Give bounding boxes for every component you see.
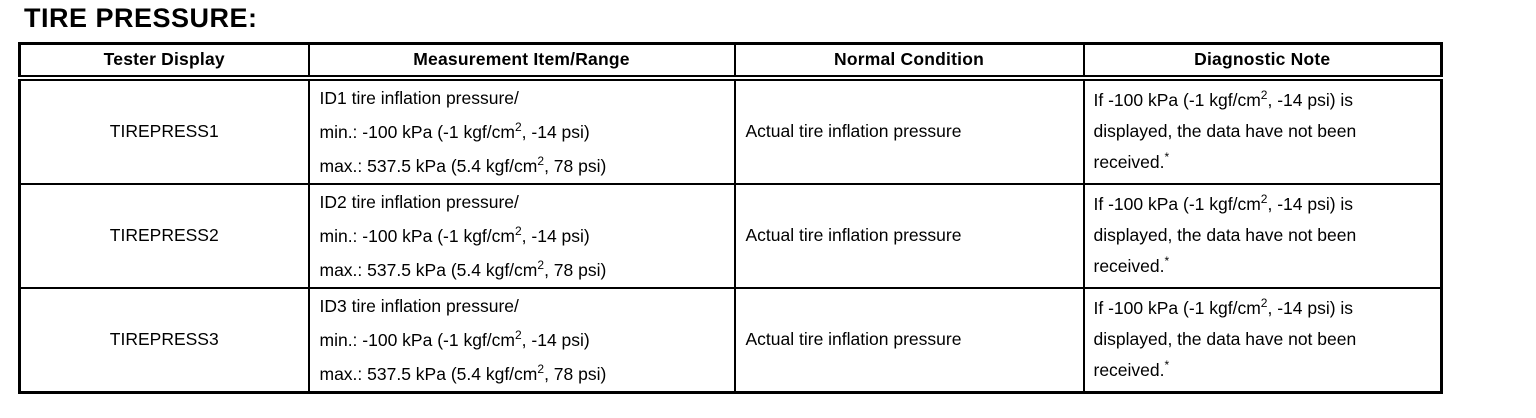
- tire-pressure-table: Tester Display Measurement Item/Range No…: [18, 42, 1443, 394]
- cell-diagnostic-note: If -100 kPa (-1 kgf/cm2, -14 psi) is dis…: [1082, 286, 1443, 393]
- measurement-line: min.: -100 kPa (-1 kgf/cm2, -14 psi): [319, 223, 590, 246]
- cell-tester-display: TIREPRESS2: [18, 182, 310, 289]
- col-header-measurement-item-range: Measurement Item/Range: [307, 42, 736, 81]
- measurement-line: ID3 tire inflation pressure/: [319, 295, 519, 316]
- table-row-tirepress3: TIREPRESS3 ID3 tire inflation pressure/ …: [18, 286, 1443, 393]
- measurement-line: ID2 tire inflation pressure/: [319, 191, 519, 212]
- table-row-tirepress2: TIREPRESS2 ID2 tire inflation pressure/ …: [18, 182, 1443, 289]
- measurement-line: min.: -100 kPa (-1 kgf/cm2, -14 psi): [319, 327, 590, 350]
- cell-measurement-item-range: ID2 tire inflation pressure/ min.: -100 …: [307, 182, 736, 289]
- cell-measurement-item-range: ID1 tire inflation pressure/ min.: -100 …: [307, 76, 736, 185]
- header-row: Tester Display Measurement Item/Range No…: [18, 42, 1443, 81]
- measurement-line: max.: 537.5 kPa (5.4 kgf/cm2, 78 psi): [319, 153, 607, 176]
- measurement-line: ID1 tire inflation pressure/: [319, 87, 519, 108]
- measurement-line: min.: -100 kPa (-1 kgf/cm2, -14 psi): [319, 119, 590, 142]
- measurement-line: max.: 537.5 kPa (5.4 kgf/cm2, 78 psi): [319, 257, 607, 280]
- cell-normal-condition: Actual tire inflation pressure: [733, 286, 1085, 393]
- cell-tester-display: TIREPRESS3: [18, 286, 310, 393]
- cell-normal-condition: Actual tire inflation pressure: [733, 182, 1085, 289]
- cell-diagnostic-note: If -100 kPa (-1 kgf/cm2, -14 psi) is dis…: [1082, 76, 1443, 185]
- col-header-tester-display: Tester Display: [18, 42, 310, 81]
- cell-normal-condition: Actual tire inflation pressure: [733, 76, 1085, 185]
- col-header-diagnostic-note: Diagnostic Note: [1082, 42, 1443, 81]
- cell-measurement-item-range: ID3 tire inflation pressure/ min.: -100 …: [307, 286, 736, 393]
- col-header-normal-condition: Normal Condition: [733, 42, 1085, 81]
- table-row-tirepress1: TIREPRESS1 ID1 tire inflation pressure/ …: [18, 76, 1443, 185]
- measurement-line: max.: 537.5 kPa (5.4 kgf/cm2, 78 psi): [319, 361, 607, 384]
- cell-diagnostic-note: If -100 kPa (-1 kgf/cm2, -14 psi) is dis…: [1082, 182, 1443, 289]
- page-title: TIRE PRESSURE:: [24, 3, 258, 33]
- cell-tester-display: TIREPRESS1: [18, 76, 310, 185]
